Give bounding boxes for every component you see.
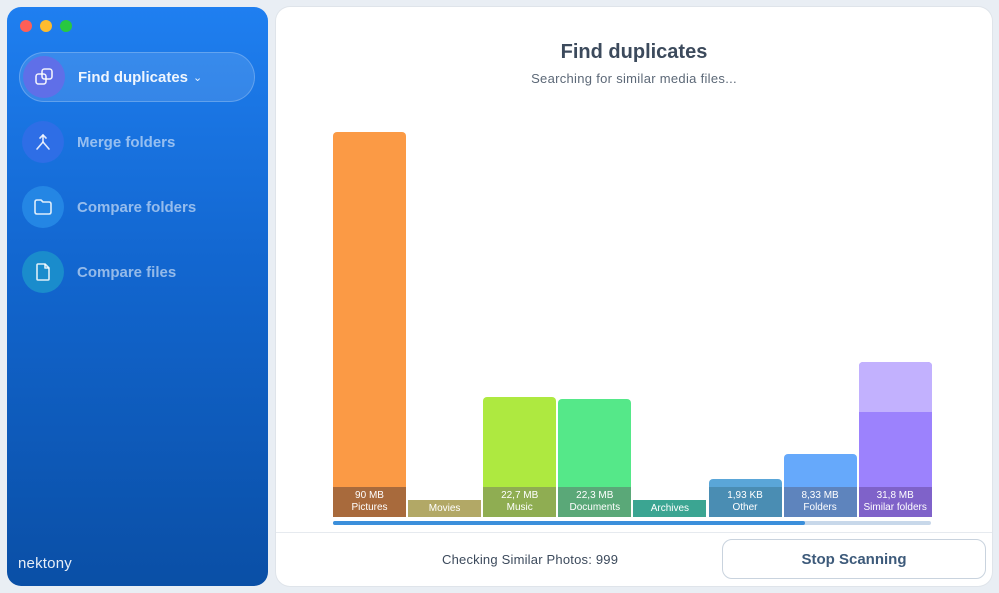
brand-logo: nektony [18, 555, 72, 572]
bar-value-label: 22,7 MB [501, 490, 539, 501]
bar-folders[interactable]: 8,33 MB Folders [783, 117, 857, 517]
bar-music[interactable]: 22,7 MB Music [483, 117, 557, 517]
bar-category-label: Folders [803, 502, 837, 513]
bar-documents[interactable]: 22,3 MB Documents [558, 117, 632, 517]
bar-value-label: 8,33 MB [801, 490, 839, 501]
bar-value-label: 31,8 MB [876, 490, 914, 501]
bar-label: Movies [408, 500, 482, 517]
bar-label: 1,93 KB Other [708, 487, 782, 517]
zoom-window-button[interactable] [60, 20, 72, 32]
bar-label: 22,7 MB Music [483, 487, 557, 517]
bar-label: 8,33 MB Folders [783, 487, 857, 517]
bar-pictures[interactable]: 90 MB Pictures [333, 117, 406, 517]
bar-category-label: Pictures [351, 502, 388, 513]
bar-category-label: Archives [650, 502, 690, 514]
bar-category-label: Documents [569, 502, 621, 513]
scan-progress-fill [333, 521, 806, 525]
sidebar-item-label: Merge folders [77, 133, 176, 151]
sidebar-item-merge-folders[interactable]: Merge folders [19, 117, 255, 167]
bar-category-label: Music [506, 502, 533, 513]
bar-category-label: Movies [428, 502, 461, 514]
bar-value-label: 1,93 KB [727, 490, 763, 501]
bar-fill [558, 399, 632, 487]
duplicate-icon [23, 56, 65, 98]
stop-scanning-button[interactable]: Stop Scanning [722, 539, 986, 579]
folder-icon [22, 186, 64, 228]
size-bar-chart: 90 MB Pictures Movies 22,7 MB Music 22,3 MB Do… [333, 117, 932, 517]
file-icon [22, 251, 64, 293]
main-panel: Find duplicates Searching for similar me… [276, 7, 992, 586]
scan-status-text: Checking Similar Photos: 999 [442, 552, 619, 567]
bar-other[interactable]: 1,93 KB Other [708, 117, 782, 517]
bar-category-label: Other [732, 502, 758, 513]
sidebar-item-compare-folders[interactable]: Compare folders [19, 182, 255, 232]
bar-fill [858, 361, 932, 487]
bar-category-label: Similar folders [863, 502, 927, 513]
close-window-button[interactable] [20, 20, 32, 32]
scan-progress-bar [333, 521, 931, 525]
bar-label: 90 MB Pictures [333, 487, 406, 517]
bar-fill-highlight [858, 361, 932, 412]
sidebar-item-label: Find duplicates [78, 68, 189, 86]
sidebar-item-find-duplicates[interactable]: Find duplicates ⌄ [19, 52, 255, 102]
chevron-down-icon: ⌄ [193, 71, 203, 84]
minimize-window-button[interactable] [40, 20, 52, 32]
sidebar: Find duplicates ⌄ Merge folders Compare … [7, 7, 268, 586]
footer-divider [276, 532, 992, 533]
window-controls [20, 20, 72, 32]
sidebar-item-label: Compare folders [77, 198, 197, 216]
merge-icon [22, 121, 64, 163]
bar-fill [708, 479, 782, 487]
bar-value-label: 90 MB [355, 490, 384, 501]
bar-fill [783, 454, 857, 487]
bar-archives[interactable]: Archives [633, 117, 707, 517]
page-title: Find duplicates [560, 41, 708, 63]
bar-label: 31,8 MB Similar folders [858, 487, 932, 517]
sidebar-item-compare-files[interactable]: Compare files [19, 247, 255, 297]
sidebar-item-label: Compare files [77, 263, 177, 281]
bar-fill [483, 397, 557, 487]
bar-movies[interactable]: Movies [408, 117, 482, 517]
bar-value-label: 22,3 MB [576, 490, 614, 501]
bar-label: 22,3 MB Documents [558, 487, 632, 517]
bar-label: Archives [633, 500, 707, 517]
page-subtitle: Searching for similar media files... [531, 71, 737, 86]
bar-fill [333, 132, 406, 487]
bar-similar-folders[interactable]: 31,8 MB Similar folders [858, 117, 932, 517]
